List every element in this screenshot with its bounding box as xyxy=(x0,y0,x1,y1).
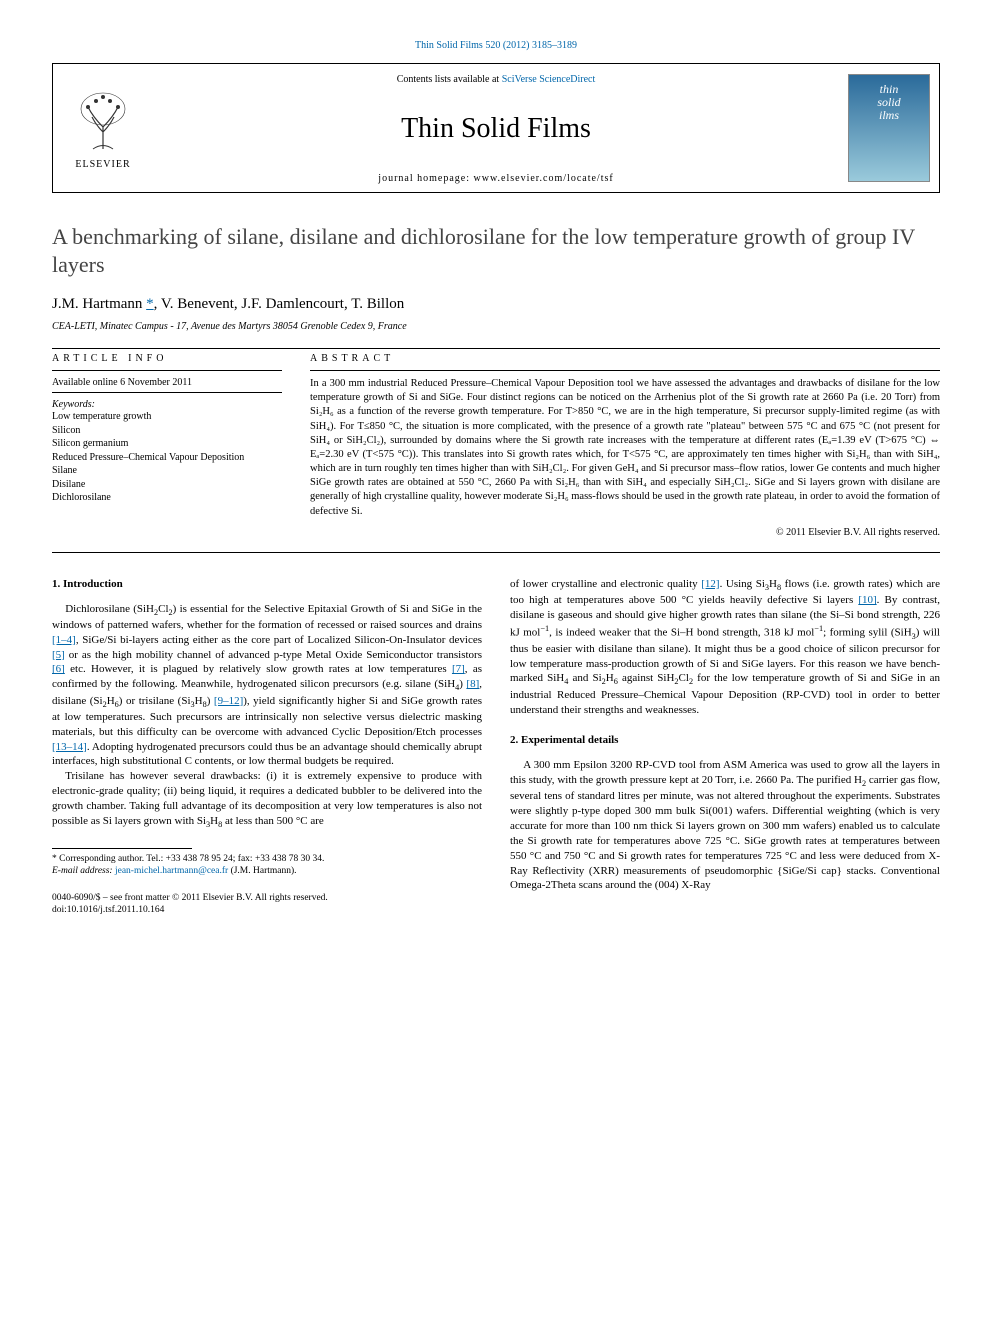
keyword: Silane xyxy=(52,464,282,478)
corresponding-footnote: * Corresponding author. Tel.: +33 438 78… xyxy=(52,853,482,878)
authors-line: J.M. Hartmann *, V. Benevent, J.F. Damle… xyxy=(52,296,940,313)
abstract-col: abstract In a 300 mm industrial Reduced … xyxy=(310,353,940,538)
ref-link[interactable]: [13–14] xyxy=(52,741,87,753)
ref-link[interactable]: [8] xyxy=(466,678,479,690)
info-abstract-row: article info Available online 6 November… xyxy=(52,353,940,538)
abstract-text: In a 300 mm industrial Reduced Pressure–… xyxy=(310,377,940,519)
keyword: Disilane xyxy=(52,478,282,492)
keyword: Silicon xyxy=(52,424,282,438)
email-link[interactable]: jean-michel.hartmann@cea.fr xyxy=(115,866,228,876)
email-line: E-mail address: jean-michel.hartmann@cea… xyxy=(52,865,482,877)
intro-heading: 1. Introduction xyxy=(52,577,482,592)
exp-heading: 2. Experimental details xyxy=(510,733,940,748)
ref-link[interactable]: [10] xyxy=(858,594,876,606)
article-title: A benchmarking of silane, disilane and d… xyxy=(52,223,940,278)
homepage-url: www.elsevier.com/locate/tsf xyxy=(474,173,614,184)
corr-author-line: * Corresponding author. Tel.: +33 438 78… xyxy=(52,853,482,865)
info-divider-2 xyxy=(52,392,282,393)
page-container: Thin Solid Films 520 (2012) 3185–3189 EL… xyxy=(0,0,992,946)
ref-link[interactable]: [7] xyxy=(452,663,465,675)
available-online: Available online 6 November 2011 xyxy=(52,377,282,388)
sciencedirect-link[interactable]: SciVerse ScienceDirect xyxy=(502,74,596,85)
keyword: Dichlorosilane xyxy=(52,491,282,505)
header-center: Contents lists available at SciVerse Sci… xyxy=(153,64,839,192)
top-cite: 520 (2012) 3185–3189 xyxy=(485,40,577,51)
keywords-list: Low temperature growth Silicon Silicon g… xyxy=(52,410,282,505)
intro-p3: of lower crystalline and electronic qual… xyxy=(510,577,940,718)
ref-link[interactable]: [5] xyxy=(52,649,65,661)
divider-top xyxy=(52,348,940,349)
article-info-heading: article info xyxy=(52,353,282,364)
journal-title: Thin Solid Films xyxy=(401,113,591,145)
top-citation-link[interactable]: Thin Solid Films 520 (2012) 3185–3189 xyxy=(415,40,577,51)
email-suffix: (J.M. Hartmann). xyxy=(228,866,296,876)
abstract-heading: abstract xyxy=(310,353,940,364)
keyword: Reduced Pressure–Chemical Vapour Deposit… xyxy=(52,451,282,465)
divider-bottom xyxy=(52,552,940,553)
doi-line: doi:10.1016/j.tsf.2011.10.164 xyxy=(52,904,482,916)
keyword: Low temperature growth xyxy=(52,410,282,424)
ref-link[interactable]: [12] xyxy=(701,578,719,590)
exp-p1: A 300 mm Epsilon 3200 RP-CVD tool from A… xyxy=(510,758,940,893)
journal-header: ELSEVIER Contents lists available at Sci… xyxy=(52,63,940,193)
keyword: Silicon germanium xyxy=(52,437,282,451)
journal-cover-box: thin solid ilms xyxy=(839,64,939,192)
page-footer: 0040-6090/$ – see front matter © 2011 El… xyxy=(52,892,482,917)
email-label: E-mail address: xyxy=(52,866,115,876)
body-columns: 1. Introduction Dichlorosilane (SiH2Cl2)… xyxy=(52,577,940,917)
homepage-prefix: journal homepage: xyxy=(378,173,473,184)
elsevier-tree-icon xyxy=(68,87,138,157)
abstract-copyright: © 2011 Elsevier B.V. All rights reserved… xyxy=(310,527,940,538)
front-matter-line: 0040-6090/$ – see front matter © 2011 El… xyxy=(52,892,482,904)
cover-line3: ilms xyxy=(879,109,899,122)
abstract-divider xyxy=(310,370,940,371)
body-col-left: 1. Introduction Dichlorosilane (SiH2Cl2)… xyxy=(52,577,482,917)
intro-p1: Dichlorosilane (SiH2Cl2) is essential fo… xyxy=(52,602,482,770)
contents-available: Contents lists available at SciVerse Sci… xyxy=(397,74,596,85)
ref-link[interactable]: [9–12] xyxy=(214,695,243,707)
journal-homepage: journal homepage: www.elsevier.com/locat… xyxy=(378,173,613,184)
info-divider-1 xyxy=(52,370,282,371)
article-info-col: article info Available online 6 November… xyxy=(52,353,282,538)
keywords-label: Keywords: xyxy=(52,399,282,410)
elsevier-logo-box: ELSEVIER xyxy=(53,64,153,192)
elsevier-wordmark: ELSEVIER xyxy=(75,159,130,170)
top-citation: Thin Solid Films 520 (2012) 3185–3189 xyxy=(52,40,940,51)
intro-p2: Trisilane has however several drawbacks:… xyxy=(52,769,482,830)
journal-cover-icon: thin solid ilms xyxy=(848,74,930,182)
affiliation: CEA-LETI, Minatec Campus - 17, Avenue de… xyxy=(52,321,940,332)
body-col-right: of lower crystalline and electronic qual… xyxy=(510,577,940,917)
footnote-separator xyxy=(52,848,192,849)
ref-link[interactable]: [6] xyxy=(52,663,65,675)
ref-link[interactable]: [1–4] xyxy=(52,634,76,646)
contents-prefix: Contents lists available at xyxy=(397,74,502,85)
corresponding-author-link[interactable]: * xyxy=(146,296,154,312)
top-journal: Thin Solid Films xyxy=(415,40,483,51)
